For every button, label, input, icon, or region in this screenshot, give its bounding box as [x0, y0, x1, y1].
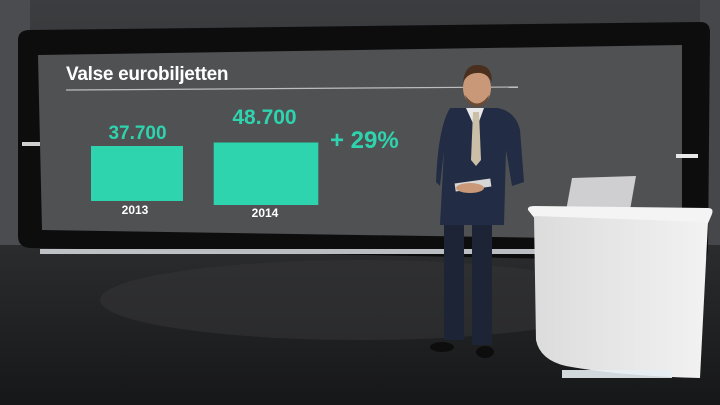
video-wall-screen — [38, 45, 682, 240]
presenter-shoe-left — [430, 342, 454, 352]
side-light-left — [22, 142, 40, 146]
side-light-right — [676, 154, 698, 158]
value-label-2014: 48.700 — [232, 106, 297, 129]
presenter-head — [463, 70, 491, 106]
presenter-leg-right — [472, 215, 492, 345]
presenter-leg-left — [444, 215, 464, 340]
desk-base-light — [562, 370, 672, 378]
studio-desk — [527, 206, 713, 378]
category-label-2014: 2014 — [251, 206, 279, 220]
desk-body — [534, 216, 708, 378]
laptop-screen — [566, 176, 636, 211]
category-label-2013: 2013 — [121, 203, 149, 217]
bar-2014 — [213, 142, 319, 205]
graphic-title: Valse eurobiljetten — [66, 64, 229, 85]
bar-2013 — [91, 146, 183, 201]
news-presenter — [430, 64, 524, 358]
percent-change-label: + 29% — [330, 127, 399, 154]
presenter-hair — [463, 64, 492, 82]
presenter-jacket — [436, 108, 524, 225]
presenter-tie — [471, 112, 481, 166]
title-underline — [65, 86, 519, 91]
presenter-beard — [465, 95, 489, 107]
presenter-hands — [456, 183, 484, 193]
presenter-shoe-right — [476, 346, 494, 358]
chart-bars — [91, 142, 319, 205]
screen-edge-light — [40, 249, 535, 254]
value-label-2013: 37.700 — [108, 123, 167, 144]
